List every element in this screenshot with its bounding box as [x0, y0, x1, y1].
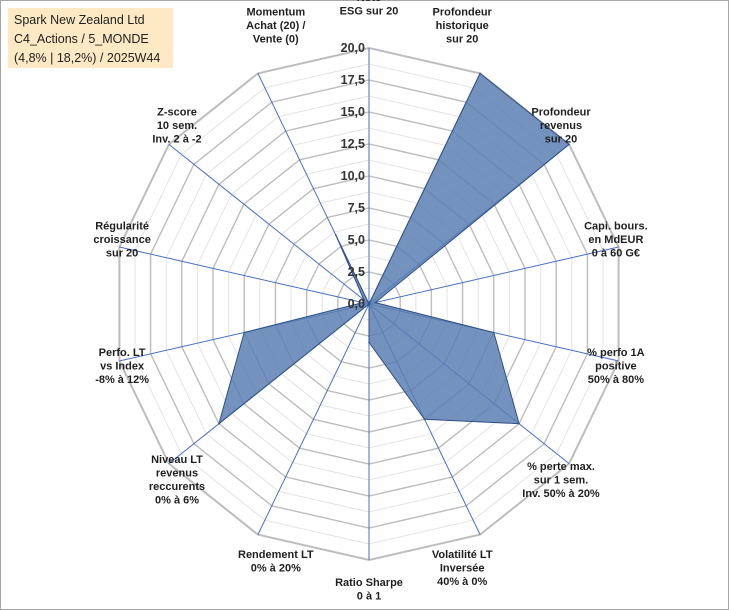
axis-category-label-line: 50% à 80% [588, 374, 644, 386]
axis-category-label: Profondeur revenus sur 20 [531, 107, 591, 146]
axis-category-label-line: Profondeur [531, 107, 591, 119]
radar-axis-line [168, 144, 370, 305]
axis-category-label: % perte max. sur 1 sem. Inv. 50% à 20% [522, 461, 600, 500]
axis-category-label-line: sur 20 [106, 248, 138, 260]
axis-category-label-line: ESG sur 20 [340, 6, 399, 18]
tick-label: 17,5 [341, 73, 365, 87]
axis-category-label-line: Vente (0) [253, 34, 299, 46]
tick-label: 7,5 [348, 201, 365, 215]
axis-category-label: % perfo 1A positive 50% à 80% [587, 347, 645, 386]
tick-label: 10,0 [341, 169, 365, 183]
title-category: C4_Actions / 5_MONDE [14, 32, 149, 46]
axis-category-label-line: revenus [540, 120, 582, 132]
radar-axis-line [368, 246, 619, 305]
radar-tick-labels: 0,0 2,5 5,0 7,5 10,0 12,5 15,0 17,5 20,0 [341, 41, 365, 311]
data-point [363, 299, 365, 301]
axis-category-label-line: croissance [93, 234, 150, 246]
axis-category-label-line: 0 à 1 [357, 591, 381, 603]
data-point [493, 331, 495, 334]
axis-category-label-line: Rendement LT [238, 549, 314, 561]
data-point [218, 422, 220, 425]
axis-category-label-line: Niveau LT [151, 454, 203, 466]
axis-category-label-line: 0% à 6% [155, 495, 199, 507]
axis-category-label: Perfo. LT vs Index -8% à 12% [95, 347, 149, 386]
axis-category-label-line: Achat (20) / [246, 20, 305, 32]
axis-category-label-line: % perfo 1A [587, 347, 645, 359]
title-company: Spark New Zealand Ltd [14, 13, 145, 27]
axis-category-label-line: 10 sem. [157, 120, 197, 132]
axis-category-label: Rendement LT 0% à 20% [238, 549, 314, 575]
axis-category-label-line: revenus [156, 468, 198, 480]
axis-category-label-line: Volatilité LT [432, 549, 493, 561]
axis-category-label-line: 0 à 60 G€ [592, 248, 640, 260]
data-point [568, 143, 570, 146]
tick-label: 5,0 [348, 233, 365, 247]
axis-category-label-line: Perfo. LT [99, 347, 146, 359]
axis-category-label-line: -8% à 12% [95, 374, 149, 386]
axis-category-label: Z-score 10 sem. Inv. 2 à -2 [152, 107, 201, 146]
chart-title-box: Spark New Zealand Ltd C4_Actions / 5_MON… [8, 8, 173, 68]
data-point [374, 301, 377, 304]
data-point [334, 234, 337, 236]
axis-category-label-line: sur 1 sem. [534, 474, 588, 486]
axis-category-label: Régularité croissance sur 20 [93, 221, 150, 260]
axis-category-label-line: Inversée [440, 562, 485, 574]
radar-series [218, 72, 570, 426]
axis-category-label-line: Capi. bours. [584, 221, 648, 233]
axis-category-label-line: 40% à 0% [437, 576, 487, 588]
data-point [368, 303, 370, 305]
data-point [362, 301, 364, 304]
axis-category-label-line: Z-score [157, 107, 197, 119]
title-stats: (4,8% | 18,2%) / 2025W44 [14, 51, 161, 65]
axis-category-label-line: Inv. 50% à 20% [522, 488, 600, 500]
axis-category-label-line: Inv. 2 à -2 [152, 134, 201, 146]
axis-category-label: Note ESG sur 20 [340, 0, 399, 18]
axis-category-label-line: historique [436, 20, 489, 32]
axis-category-label-line: sur 20 [545, 134, 577, 146]
axis-category-label-line: Ratio Sharpe [335, 577, 403, 589]
tick-label: 0,0 [348, 297, 365, 311]
axis-category-label-line: Régularité [95, 221, 149, 233]
tick-label: 2,5 [348, 265, 365, 279]
data-point [423, 418, 426, 421]
radar-axis-line [257, 303, 370, 535]
axis-category-label: Profondeur historique sur 20 [433, 7, 493, 46]
axis-category-label-line: vs Index [100, 360, 145, 372]
axis-category-label-line: reccurents [149, 481, 205, 493]
data-point [479, 72, 481, 75]
axis-category-label-line: Note [357, 0, 381, 4]
radar-axis-line [119, 246, 370, 305]
tick-label: 12,5 [341, 137, 365, 151]
axis-category-label: Volatilité LT Inversée 40% à 0% [432, 549, 493, 588]
axis-category-label-line: % perte max. [527, 461, 595, 473]
axis-category-label: Capi. bours. en MdEUR 0 à 60 G€ [584, 221, 648, 260]
axis-category-label-line: en MdEUR [588, 234, 643, 246]
series-area [218, 72, 570, 426]
tick-label: 15,0 [341, 105, 365, 119]
data-point [368, 341, 370, 344]
data-point [243, 331, 245, 334]
axis-category-label: Niveau LT revenus reccurents 0% à 6% [149, 454, 205, 507]
axis-category-label-line: Momentum [246, 7, 305, 19]
axis-category-label-line: Profondeur [433, 7, 493, 19]
axis-category-label-line: positive [595, 360, 637, 372]
axis-category-label: Momentum Achat (20) / Vente (0) [246, 7, 305, 46]
axis-category-label-line: 0% à 20% [251, 562, 301, 574]
axis-category-label: Ratio Sharpe 0 à 1 [335, 577, 403, 603]
tick-label: 20,0 [341, 41, 365, 55]
axis-category-label-line: sur 20 [446, 34, 478, 46]
data-point [518, 422, 520, 425]
